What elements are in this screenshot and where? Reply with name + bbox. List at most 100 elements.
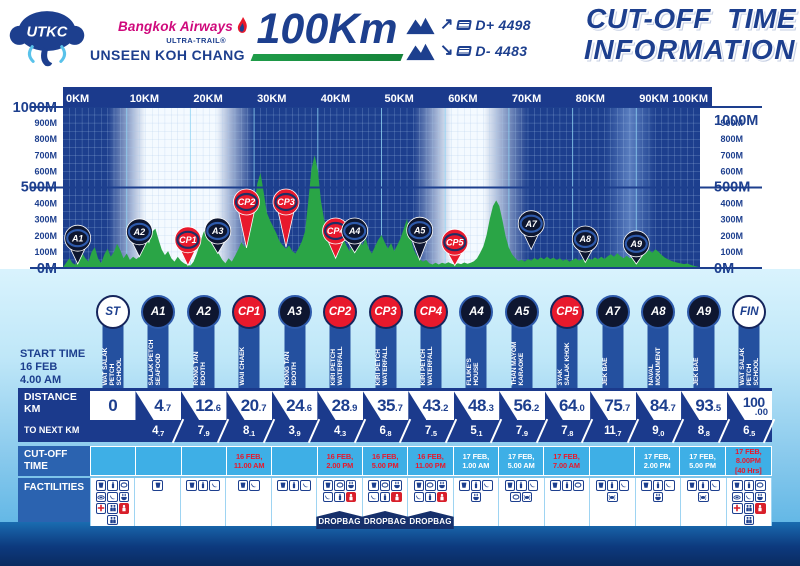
- chart-pin-CP1: CP1: [174, 226, 202, 267]
- noodles-icon: [652, 491, 664, 502]
- noodles-icon: [470, 491, 482, 502]
- bottle-icon: [379, 491, 391, 502]
- bottle-icon: [652, 480, 664, 491]
- station-CP4: KIRI PETCH WATERFALL CP4: [408, 295, 453, 388]
- elevation-chart: 0KM 10KM 20KM 30KM 40KM 50KM 60KM 70KM 80KM 90KM 1…: [0, 85, 800, 290]
- banana-icon: [709, 480, 721, 491]
- svg-text:A7: A7: [524, 219, 537, 229]
- cutoff-cell-ST: [91, 447, 137, 475]
- to-next-cell-ST: [90, 420, 135, 442]
- svg-text:CP4: CP4: [327, 226, 345, 236]
- station-ribbon: JEK BAE: [602, 309, 624, 388]
- svg-text:70KM: 70KM: [512, 93, 541, 105]
- bottle-icon: [470, 480, 482, 491]
- crab-icon: [607, 491, 618, 502]
- bottle-icon: [425, 491, 436, 502]
- station-badge-FIN: FIN: [732, 295, 767, 329]
- facilities-cell-A4: [453, 478, 500, 526]
- facilities-cell-A1: [135, 478, 181, 526]
- banana-icon: [209, 480, 220, 491]
- svg-text:40KM: 40KM: [321, 93, 350, 105]
- sponge-icon: [334, 480, 345, 491]
- to-next-row-label: TO NEXT KM: [24, 425, 80, 435]
- sponge-icon: [755, 480, 766, 491]
- station-badge-A1: A1: [141, 295, 176, 329]
- banana-icon: [482, 480, 493, 491]
- svg-text:50KM: 50KM: [385, 93, 414, 105]
- to-next-cell-A1: 4.7: [135, 418, 185, 444]
- station-ST: WAT SALAK PETCH SCHOOL ST: [90, 295, 135, 388]
- chart-pin-CP3: CP3: [272, 188, 300, 248]
- station-badge-CP3: CP3: [368, 295, 403, 329]
- station-ribbon: THAN MAYOM KARAOKE: [511, 309, 533, 388]
- svg-text:A4: A4: [348, 226, 361, 236]
- cup-icon: [732, 480, 743, 491]
- cutoff-cell-CP5: 17 FEB, 7.00 AM: [544, 447, 590, 475]
- station-CP5: 3YAK SALAK KHOK CP5: [545, 295, 590, 388]
- banana-icon: [527, 480, 539, 491]
- toilet-icon: [391, 491, 402, 502]
- station-badge-CP1: CP1: [232, 295, 267, 329]
- facilities-cell-A3: [271, 478, 318, 526]
- toilet-icon: [118, 503, 130, 514]
- noodles-icon: [391, 480, 402, 491]
- svg-text:A3: A3: [211, 226, 224, 236]
- station-ribbon: RONG TAN BOOTH: [193, 309, 215, 388]
- to-next-cell-FIN: 6.5: [727, 418, 776, 444]
- cup-icon: [95, 480, 107, 491]
- sponge-icon: [379, 480, 391, 491]
- svg-text:10KM: 10KM: [130, 93, 159, 105]
- to-next-cell-A5: 7.9: [499, 418, 548, 444]
- cup-icon: [595, 480, 607, 491]
- svg-text:A1: A1: [71, 233, 84, 243]
- svg-text:500M: 500M: [714, 180, 750, 196]
- facilities-cell-FIN: [726, 478, 772, 526]
- chart-pin-A4: A4: [341, 217, 369, 254]
- flame-icon: [237, 17, 247, 33]
- crab-icon: [698, 491, 709, 502]
- station-ribbon: WAII CHAEK: [238, 309, 260, 388]
- cutoff-cell-FIN: 17 FEB, 8.00PM [40 Hrs]: [734, 447, 762, 475]
- chart-pin-CP4: CP4: [322, 217, 350, 260]
- bottle-icon: [334, 491, 345, 502]
- svg-text:20KM: 20KM: [193, 93, 222, 105]
- station-A8: NAVAL MONUMENT A8: [636, 295, 681, 388]
- distance-cell-CP2: 28.9: [317, 391, 363, 420]
- medical-icon: [732, 503, 743, 514]
- cup-icon: [186, 480, 197, 491]
- facilities-cell-A2: [180, 478, 227, 526]
- banana-icon: [743, 491, 755, 502]
- station-ribbon: FLUKE'S HOUSE: [465, 309, 487, 388]
- svg-text:1000M: 1000M: [13, 100, 57, 116]
- to-next-cell-A7: 11.7: [590, 418, 639, 444]
- noodles-icon: [436, 480, 448, 491]
- station-badge-CP2: CP2: [323, 295, 358, 329]
- facilities-cell-ST: [90, 478, 136, 526]
- banana-icon: [368, 491, 379, 502]
- station-badge-A4: A4: [459, 295, 494, 329]
- station-FIN: WAT SALAK PETCH SCHOOL FIN: [727, 295, 772, 388]
- svg-text:900M: 900M: [34, 118, 57, 128]
- people-icon: [107, 514, 118, 525]
- station-badge-A8: A8: [641, 295, 676, 329]
- to-next-cell-A4: 5.1: [454, 418, 503, 444]
- km-axis-bar: [63, 87, 712, 107]
- svg-text:100KM: 100KM: [673, 93, 708, 105]
- station-A4: FLUKE'S HOUSE A4: [454, 295, 499, 388]
- chart-pin-A8: A8: [571, 225, 599, 264]
- to-next-cell-CP4: 7.5: [408, 418, 457, 444]
- svg-text:700M: 700M: [720, 150, 743, 160]
- bottle-icon: [107, 480, 118, 491]
- svg-text:1000M: 1000M: [714, 113, 758, 129]
- svg-text:0KM: 0KM: [66, 93, 89, 105]
- to-next-cell-CP2: 4.3: [317, 418, 366, 444]
- station-CP2: KIRI PETCH WATERFALL CP2: [317, 295, 362, 388]
- to-next-cell-CP5: 7.8: [545, 418, 594, 444]
- sponge-icon: [573, 480, 584, 491]
- station-ribbon: NAVAL MONUMENT: [647, 309, 669, 388]
- svg-text:A2: A2: [133, 227, 146, 237]
- bottle-icon: [607, 480, 618, 491]
- svg-text:A9: A9: [630, 239, 643, 249]
- distance-band: DISTANCE KM TO NEXT KM 0 4.7 12.6 20.7 24.6 2…: [18, 388, 776, 444]
- page-title: CUT-OFF TIME INFORMATION: [584, 3, 796, 66]
